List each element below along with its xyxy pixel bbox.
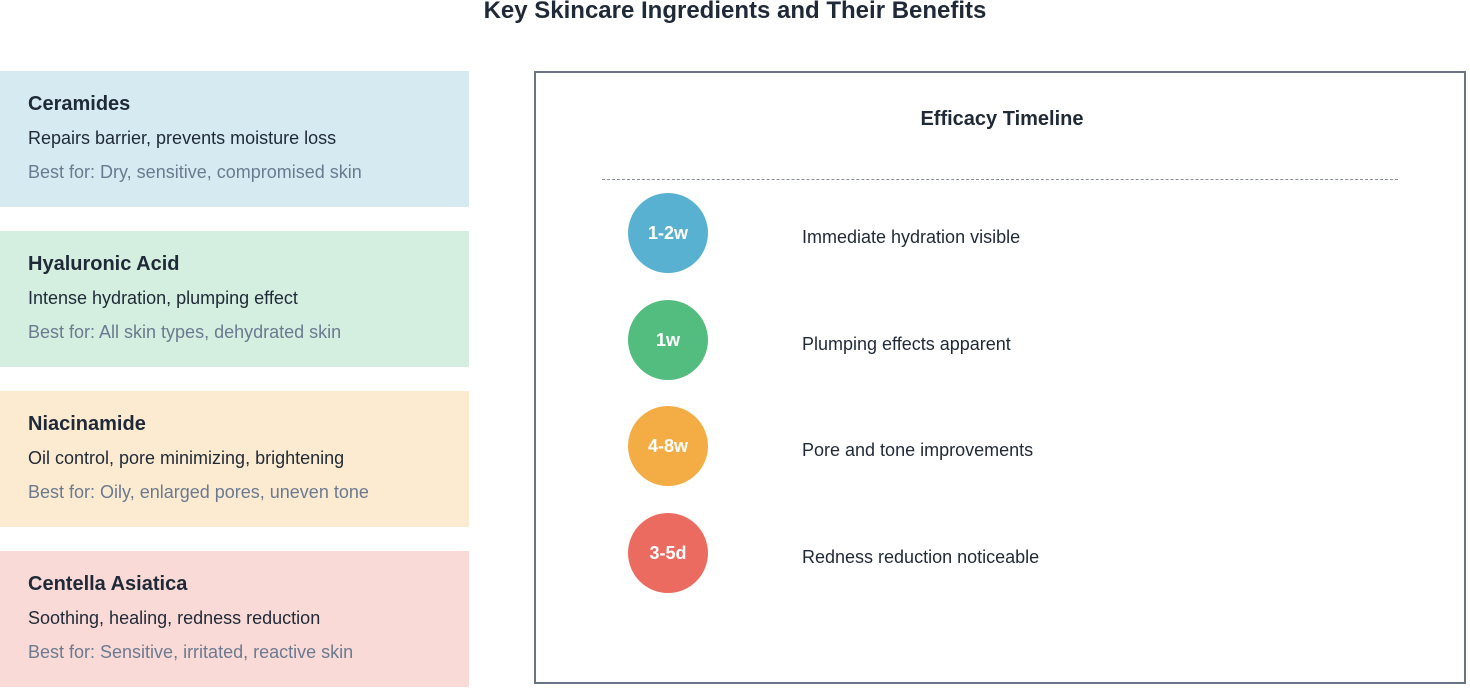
page-title: Key Skincare Ingredients and Their Benef… bbox=[483, 0, 987, 24]
efficacy-timeline-panel: Efficacy Timeline 1-2w Immediate hydrati… bbox=[534, 71, 1466, 684]
ingredient-card-ceramides: Ceramides Repairs barrier, prevents mois… bbox=[0, 71, 469, 207]
ingredient-name: Ceramides bbox=[28, 93, 131, 115]
timeline-description: Plumping effects apparent bbox=[802, 334, 1011, 354]
timeline-description: Redness reduction noticeable bbox=[802, 547, 1040, 567]
timeline-duration-badge: 3-5d bbox=[628, 513, 708, 593]
ingredient-benefit: Oil control, pore minimizing, brightenin… bbox=[28, 448, 345, 468]
ingredient-name: Niacinamide bbox=[28, 413, 146, 435]
timeline-duration-badge: 1w bbox=[628, 300, 708, 380]
timeline-duration-badge: 4-8w bbox=[628, 406, 708, 486]
timeline-duration-badge: 1-2w bbox=[628, 193, 708, 273]
ingredient-best-for: Best for: All skin types, dehydrated ski… bbox=[28, 322, 342, 342]
ingredient-best-for: Best for: Dry, sensitive, compromised sk… bbox=[28, 162, 362, 182]
ingredient-benefit: Soothing, healing, redness reduction bbox=[28, 608, 321, 628]
ingredient-card-centella-asiatica: Centella Asiatica Soothing, healing, red… bbox=[0, 551, 469, 687]
timeline-description: Immediate hydration visible bbox=[802, 227, 1021, 247]
timeline-title: Efficacy Timeline bbox=[920, 108, 1084, 130]
ingredient-benefit: Intense hydration, plumping effect bbox=[28, 288, 298, 308]
timeline-description: Pore and tone improvements bbox=[802, 440, 1034, 460]
timeline-divider bbox=[602, 179, 1398, 180]
ingredient-best-for: Best for: Oily, enlarged pores, uneven t… bbox=[28, 482, 369, 502]
ingredient-card-niacinamide: Niacinamide Oil control, pore minimizing… bbox=[0, 391, 469, 527]
ingredient-name: Hyaluronic Acid bbox=[28, 253, 180, 275]
ingredient-card-hyaluronic-acid: Hyaluronic Acid Intense hydration, plump… bbox=[0, 231, 469, 367]
ingredient-name: Centella Asiatica bbox=[28, 573, 188, 595]
ingredient-best-for: Best for: Sensitive, irritated, reactive… bbox=[28, 642, 354, 662]
ingredient-benefit: Repairs barrier, prevents moisture loss bbox=[28, 128, 337, 148]
